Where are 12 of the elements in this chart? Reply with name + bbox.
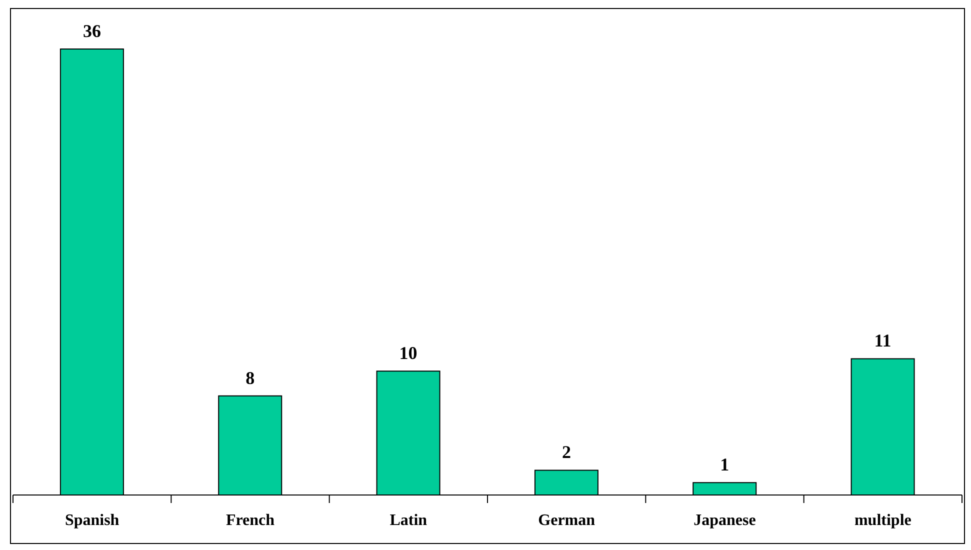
data-label: 36: [82, 21, 101, 41]
x-tick-label: Latin: [390, 512, 428, 529]
x-tick-label: German: [538, 512, 596, 529]
x-tick-label: Japanese: [694, 512, 756, 529]
data-label: 8: [246, 368, 255, 388]
data-label: 10: [399, 343, 418, 364]
x-tick-label: French: [226, 512, 275, 529]
x-tick-label: multiple: [854, 512, 912, 529]
data-label: 2: [562, 442, 571, 462]
x-tick-label: Spanish: [64, 512, 120, 529]
data-label: 11: [874, 330, 892, 351]
data-label: 1: [720, 454, 730, 475]
